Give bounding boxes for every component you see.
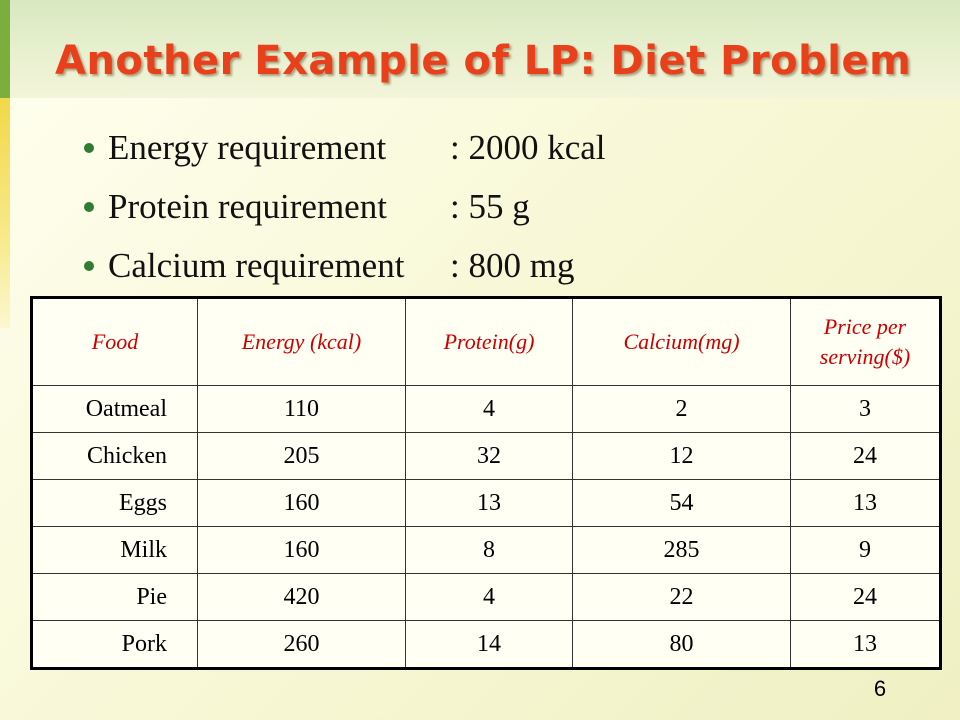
cell-food: Chicken — [31, 432, 198, 480]
cell-protein: 8 — [405, 526, 573, 574]
header-price: Price per serving($) — [790, 297, 941, 386]
cell-calcium: 80 — [572, 620, 791, 669]
cell-calcium: 12 — [572, 432, 791, 480]
cell-price: 9 — [790, 526, 941, 574]
cell-calcium: 285 — [572, 526, 791, 574]
cell-protein: 4 — [405, 573, 573, 621]
list-item-calcium: Calcium requirement : 800 mg — [82, 236, 606, 295]
bullet-icon — [84, 260, 94, 271]
cell-energy: 160 — [197, 526, 406, 574]
requirement-label: Calcium requirement — [108, 245, 405, 285]
cell-food: Milk — [31, 526, 198, 574]
requirement-value: : 55 g — [450, 186, 530, 226]
cell-food: Pie — [31, 573, 198, 621]
cell-calcium: 54 — [572, 479, 791, 527]
table-row: Milk 160 8 285 9 — [31, 526, 941, 574]
cell-food: Pork — [31, 620, 198, 669]
header-energy: Energy (kcal) — [197, 297, 406, 386]
cell-protein: 4 — [405, 385, 573, 433]
table-row: Eggs 160 13 54 13 — [31, 479, 941, 527]
cell-price: 13 — [790, 620, 941, 669]
header-protein: Protein(g) — [405, 297, 573, 386]
bullet-icon — [84, 201, 94, 212]
cell-food: Eggs — [31, 479, 198, 527]
accent-bar-gold — [0, 98, 10, 328]
cell-price: 13 — [790, 479, 941, 527]
header-food: Food — [31, 297, 198, 386]
cell-protein: 32 — [405, 432, 573, 480]
cell-energy: 260 — [197, 620, 406, 669]
cell-energy: 110 — [197, 385, 406, 433]
bullet-icon — [84, 142, 94, 153]
requirement-label: Energy requirement — [108, 127, 387, 167]
requirement-value: : 800 mg — [450, 245, 575, 285]
requirement-value: : 2000 kcal — [450, 127, 606, 167]
cell-price: 24 — [790, 573, 941, 621]
cell-calcium: 2 — [572, 385, 791, 433]
header-calcium: Calcium(mg) — [572, 297, 791, 386]
cell-price: 3 — [790, 385, 941, 433]
accent-bar-top — [0, 0, 10, 98]
table-row: Pie 420 4 22 24 — [31, 573, 941, 621]
slide-title: Another Example of LP: Diet Problem — [55, 38, 912, 84]
cell-energy: 160 — [197, 479, 406, 527]
title-band — [0, 0, 960, 98]
page-number: 6 — [873, 676, 887, 701]
cell-calcium: 22 — [572, 573, 791, 621]
table-header-row: Food Energy (kcal) Protein(g) Calcium(mg… — [31, 297, 941, 386]
requirement-label: Protein requirement — [108, 186, 387, 226]
requirements-list: Energy requirement : 2000 kcal Protein r… — [82, 118, 606, 295]
cell-food: Oatmeal — [31, 385, 198, 433]
list-item-energy: Energy requirement : 2000 kcal — [82, 118, 606, 177]
list-item-protein: Protein requirement : 55 g — [82, 177, 606, 236]
cell-price: 24 — [790, 432, 941, 480]
cell-protein: 14 — [405, 620, 573, 669]
table-row: Chicken 205 32 12 24 — [31, 432, 941, 480]
diet-table: Food Energy (kcal) Protein(g) Calcium(mg… — [30, 296, 942, 670]
cell-energy: 205 — [197, 432, 406, 480]
cell-protein: 13 — [405, 479, 573, 527]
table-row: Pork 260 14 80 13 — [31, 620, 941, 669]
cell-energy: 420 — [197, 573, 406, 621]
table-row: Oatmeal 110 4 2 3 — [31, 385, 941, 433]
